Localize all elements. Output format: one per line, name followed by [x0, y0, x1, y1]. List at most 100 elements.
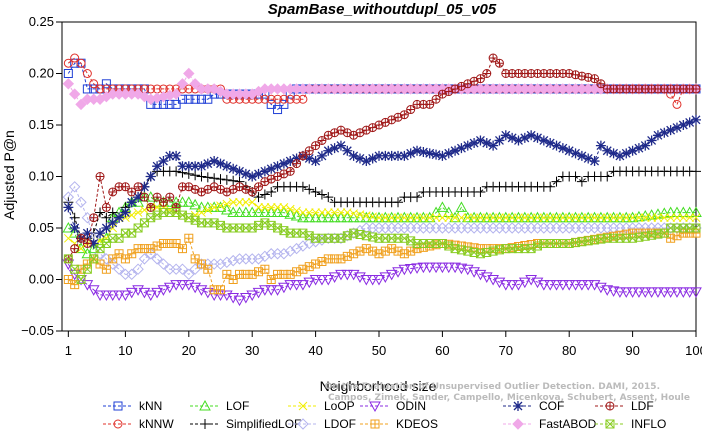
point-ldf [400, 110, 409, 119]
point-odin [81, 280, 94, 291]
point-lof [195, 201, 208, 212]
point-odin [366, 275, 379, 286]
point-odin [620, 287, 633, 298]
point-loop [317, 208, 327, 217]
point-simplifiedlof [297, 181, 308, 192]
point-ldf [317, 136, 326, 145]
point-cof [63, 202, 74, 213]
point-loop [63, 233, 73, 243]
point-cof [652, 130, 663, 141]
point-simplifiedlof [107, 207, 118, 218]
point-lof [182, 196, 195, 207]
point-odin [119, 290, 132, 301]
point-knn [177, 94, 187, 104]
point-fastabod [75, 98, 87, 111]
point-ldf [305, 146, 314, 155]
point-lof [227, 206, 240, 218]
series-line-ldf [67, 57, 696, 260]
point-ldf [146, 203, 155, 212]
point-loop [659, 213, 669, 223]
y-axis: −0.05 0.00 0.05 0.10 0.15 0.20 0.25 [21, 14, 62, 338]
point-lof [271, 206, 284, 218]
point-odin [106, 290, 119, 301]
point-simplifiedlof [602, 171, 613, 182]
point-inflo [63, 254, 73, 264]
point-cof [164, 150, 175, 161]
point-loop [412, 213, 422, 223]
point-loop [400, 213, 409, 223]
point-loop [254, 203, 263, 212]
point-ldof [335, 232, 347, 245]
point-cof [481, 138, 492, 149]
point-odin [328, 272, 341, 283]
point-lof [392, 211, 404, 223]
point-cof [152, 161, 163, 172]
point-odin [157, 285, 170, 296]
y-tick-label: 0.25 [29, 14, 54, 29]
point-odin [677, 287, 690, 298]
point-ldof [75, 196, 87, 208]
point-ldof [252, 253, 265, 265]
point-lof [284, 208, 297, 219]
point-odin [100, 290, 113, 301]
point-odin [335, 269, 347, 281]
point-loop [666, 213, 675, 223]
point-odin [151, 287, 163, 299]
point-cof [405, 148, 416, 159]
point-loop [571, 213, 580, 223]
point-loop [495, 213, 504, 223]
point-cof [266, 163, 277, 174]
point-loop [222, 199, 232, 209]
point-odin [125, 287, 138, 299]
y-tick-label: 0.10 [29, 169, 54, 184]
point-ldf [476, 74, 485, 83]
point-cof [684, 117, 695, 128]
point-kdeos [63, 275, 73, 284]
point-cof [671, 122, 682, 133]
point-odin [518, 277, 531, 289]
point-cof [551, 140, 562, 151]
legend-marker-fastabod [512, 418, 524, 430]
point-loop [285, 204, 295, 214]
legend-marker-knn [113, 401, 123, 411]
legend-item-fastabod: FastABOD [503, 417, 597, 431]
point-odin [652, 287, 664, 298]
point-kdeos [228, 275, 238, 284]
point-odin [512, 280, 525, 291]
point-knnw [70, 53, 80, 63]
point-cof [437, 150, 448, 161]
point-kdeos [260, 264, 270, 274]
point-ldf [292, 159, 301, 168]
point-lof [246, 206, 259, 218]
point-cof [469, 138, 480, 149]
y-tick-label: 0.05 [29, 220, 54, 235]
legend-marker-cof [513, 401, 523, 411]
point-odin [499, 280, 512, 291]
point-ldf [432, 95, 441, 104]
point-cof [278, 158, 289, 169]
point-ldf [298, 151, 307, 160]
point-simplifiedlof [253, 192, 264, 203]
point-cof [247, 171, 258, 182]
point-fastabod [189, 78, 201, 90]
point-cof [589, 156, 600, 167]
point-knnw [95, 84, 105, 94]
point-ldof [81, 211, 94, 224]
point-cof [393, 150, 404, 161]
point-odin [557, 280, 569, 291]
x-tick-label: 80 [562, 343, 576, 358]
x-tick-label: 30 [245, 343, 259, 358]
point-cof [557, 143, 568, 154]
point-cof [646, 135, 657, 146]
point-odin [639, 287, 652, 298]
point-ldf [311, 141, 320, 150]
point-knn [171, 99, 181, 109]
point-ldf [83, 239, 92, 248]
point-loop [596, 213, 606, 223]
point-loop [685, 213, 695, 223]
point-kdeos [190, 254, 200, 264]
point-lof [677, 206, 690, 218]
point-kdeos [95, 259, 105, 269]
point-cof [494, 135, 505, 146]
point-ldof [100, 253, 113, 265]
